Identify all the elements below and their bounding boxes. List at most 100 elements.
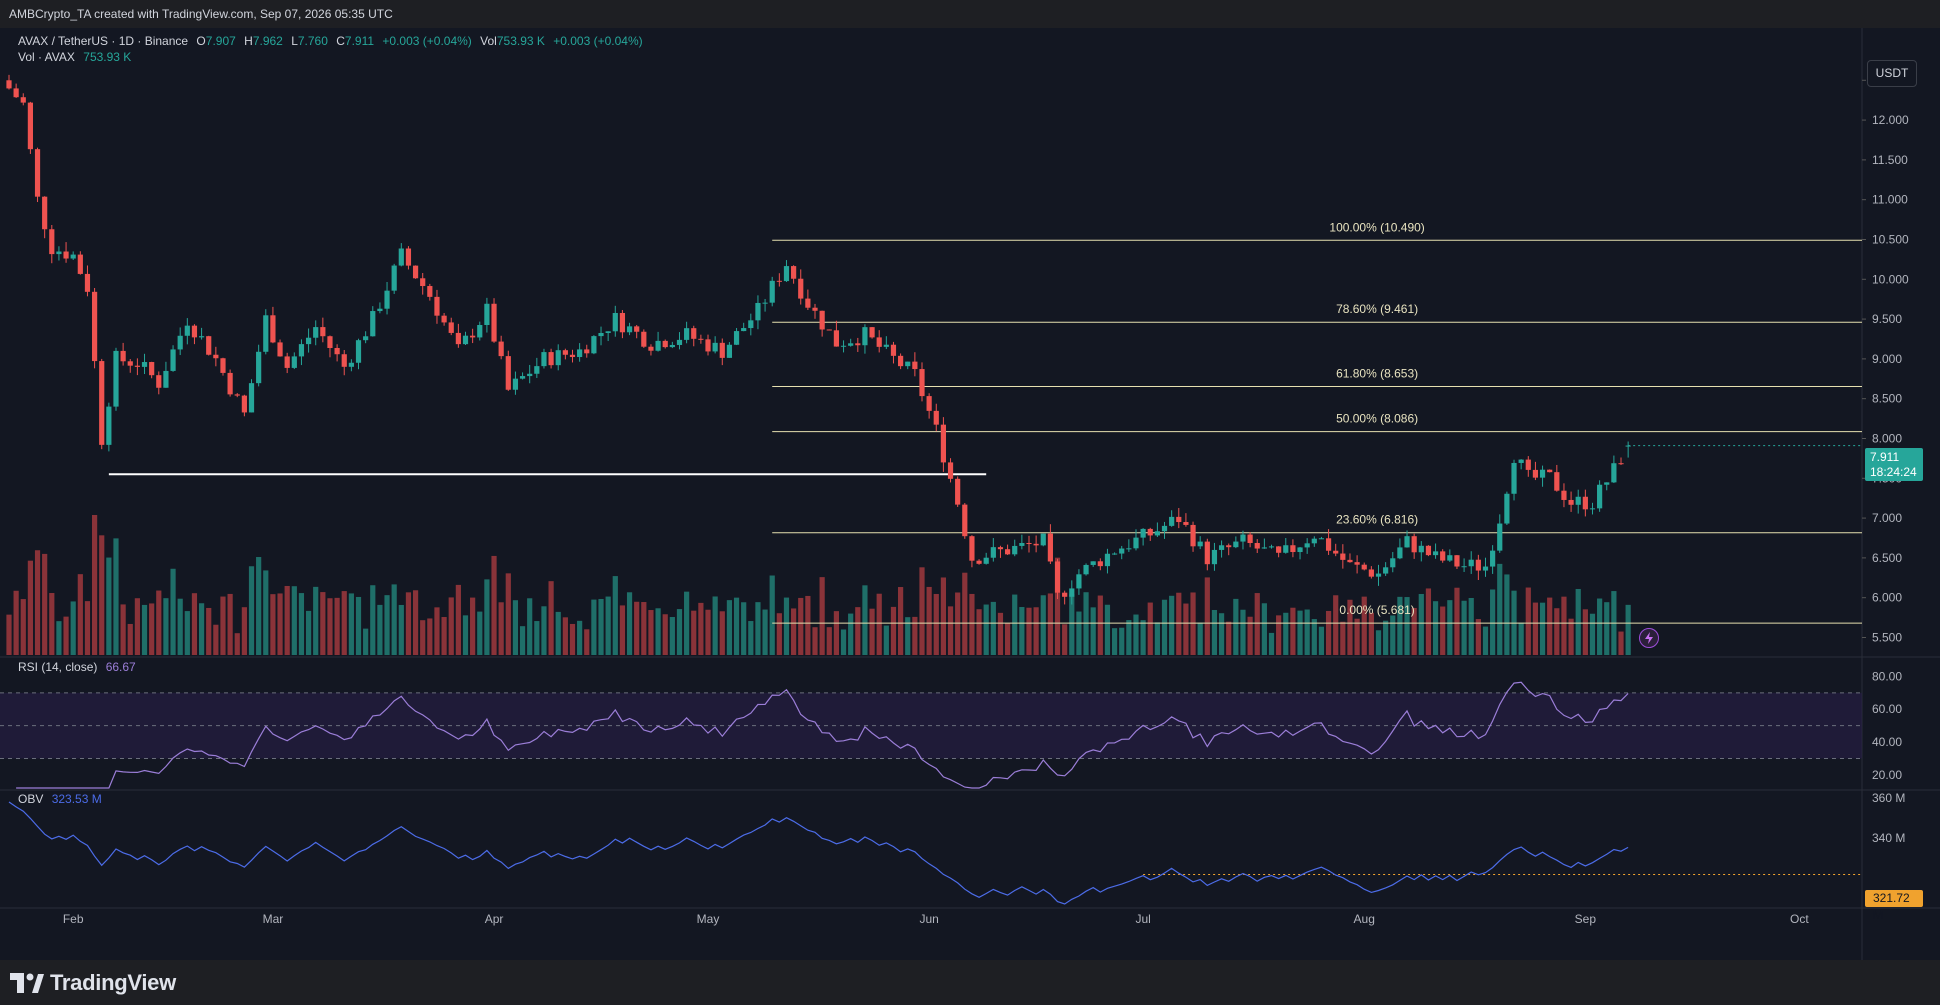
obv-label: OBV (18, 792, 44, 806)
candle-body (1226, 545, 1232, 548)
volume-bar (577, 620, 583, 655)
rsi-tick-label: 20.00 (1872, 768, 1902, 782)
volume-bar (905, 617, 911, 655)
candle-body (1561, 490, 1567, 500)
candle-body (883, 344, 889, 347)
price-chart[interactable]: 12.50012.00011.50011.00010.50010.0009.50… (0, 28, 1940, 960)
lightning-icon[interactable] (1639, 628, 1659, 648)
volume-bar (669, 617, 675, 655)
volume-bar (1140, 620, 1146, 655)
candle-body (134, 365, 140, 367)
volume-bar (1054, 557, 1061, 655)
candle-body (505, 356, 511, 390)
candle-body (70, 254, 76, 259)
volume-bar (1383, 620, 1389, 655)
volume-bar (719, 611, 725, 655)
obv-legend[interactable]: OBV 323.53 M (18, 792, 102, 806)
volume-bar (591, 599, 597, 655)
volume-bar (1333, 595, 1339, 655)
candle-body (1033, 543, 1039, 546)
currency-button[interactable]: USDT (1867, 60, 1917, 87)
volume-bar (427, 618, 433, 655)
volume-bar (840, 629, 847, 655)
candle-body (56, 251, 62, 255)
chart-area[interactable]: 12.50012.00011.50011.00010.50010.0009.50… (0, 28, 1940, 960)
tradingview-logo-text: TradingView (50, 970, 176, 995)
candle-body (755, 302, 761, 321)
time-tick-label: Oct (1790, 912, 1809, 926)
candles (6, 74, 1631, 605)
volume-bar (634, 601, 640, 655)
candle-body (1490, 550, 1496, 567)
volume-bar (1375, 630, 1382, 655)
tradingview-logo[interactable]: TradingView (10, 970, 176, 996)
time-tick-label: Jul (1135, 912, 1150, 926)
volume-bar (49, 593, 55, 655)
volume-bar (890, 606, 897, 655)
price-tick-label: 6.000 (1872, 591, 1902, 605)
volume-bar (983, 604, 989, 655)
fib-level-label: 50.00% (8.086) (1336, 412, 1418, 426)
volume-bar (1325, 610, 1332, 655)
volume-bar (470, 597, 476, 655)
candle-body (1268, 546, 1275, 548)
volume-bar (1490, 589, 1496, 655)
volume-bar (1218, 613, 1225, 655)
volume-bar (1176, 592, 1182, 655)
candle-body (605, 331, 611, 334)
candle-body (234, 394, 240, 396)
candle-body (962, 504, 968, 537)
fib-level-label: 78.60% (9.461) (1336, 302, 1418, 316)
candle-body (448, 322, 454, 333)
volume-bar (862, 585, 868, 655)
candle-body (1311, 538, 1317, 544)
volume-bar (769, 575, 775, 655)
candle-body (1076, 574, 1082, 589)
rsi-legend[interactable]: RSI (14, close) 66.67 (18, 660, 136, 674)
volume-bar (1204, 577, 1210, 655)
rsi-tick-label: 80.00 (1872, 669, 1902, 683)
candle-body (676, 339, 683, 345)
symbol-legend[interactable]: AVAX / TetherUS · 1D · Binance O7.907 H7… (18, 34, 643, 48)
volume-bar (355, 596, 362, 655)
candle-body (1069, 588, 1075, 597)
candle-body (355, 340, 362, 363)
candle-body (1154, 531, 1160, 536)
volume-bar (1311, 619, 1317, 655)
price-tick-label: 7.000 (1872, 511, 1902, 525)
candle-body (648, 346, 654, 351)
volume-bar (569, 623, 576, 655)
candle-body (1111, 553, 1118, 555)
candle-body (1097, 561, 1103, 567)
candle-body (427, 286, 433, 297)
volume-bar (1247, 616, 1253, 655)
candle-body (733, 331, 740, 345)
volume-bar (1575, 588, 1581, 655)
price-tick-label: 12.000 (1872, 113, 1909, 127)
volume-bar (1290, 607, 1296, 655)
volume-bar (1547, 597, 1553, 655)
volume-bar (1440, 606, 1446, 655)
volume-legend[interactable]: Vol · AVAX 753.93 K (18, 50, 131, 64)
volume-bar (619, 605, 626, 655)
volume-bar (420, 620, 426, 655)
candle-body (1240, 534, 1246, 542)
candle-body (548, 352, 554, 366)
candle-body (420, 278, 426, 287)
candle-body (206, 336, 212, 355)
volume-bar (1604, 602, 1610, 655)
volume-bar (341, 591, 347, 655)
candle-body (1468, 559, 1474, 567)
candle-body (63, 251, 69, 259)
obv-tick-label: 340 M (1872, 831, 1905, 845)
volume-bar (712, 596, 718, 655)
candle-body (391, 265, 397, 291)
volume-bar (962, 572, 968, 655)
high-label: H (244, 34, 253, 48)
volume-bar (348, 593, 354, 655)
volume-bar (99, 535, 105, 655)
candle-body (1297, 547, 1303, 553)
volume-bar (1033, 607, 1039, 655)
open-label: O (196, 34, 206, 48)
candle-body (1040, 533, 1046, 546)
